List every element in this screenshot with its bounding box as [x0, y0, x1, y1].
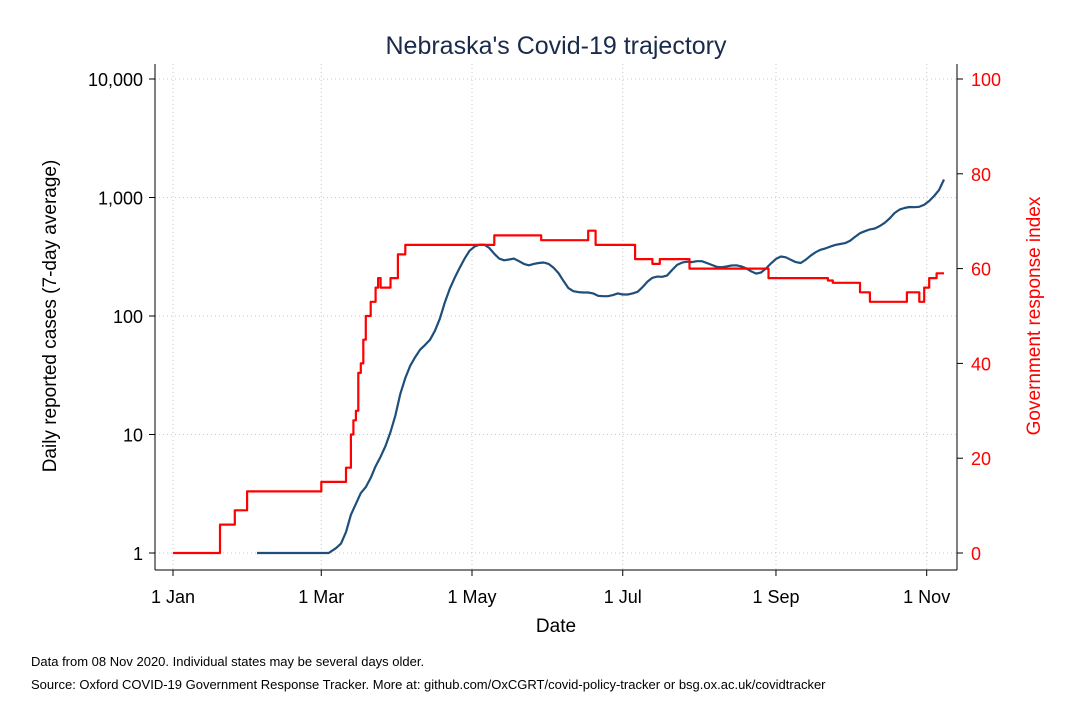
response-index-line	[173, 229, 944, 555]
y-tick-label-left: 100	[113, 307, 143, 327]
x-tick-label: 1 Jan	[151, 587, 195, 607]
y-tick-label-left: 1,000	[98, 189, 143, 209]
y-tick-label-right: 40	[971, 354, 991, 374]
axes: 1 Jan 1 Mar 1 May 1 Jul 1 Sep 1 Nov 1 10 100 1,00…	[88, 70, 1001, 607]
x-axis-label: Date	[536, 616, 576, 637]
x-tick-label: 1 Mar	[298, 587, 344, 607]
y-axis-label-right: Government response index	[1024, 196, 1045, 435]
source-note: Source: Oxford COVID-19 Government Respo…	[31, 677, 826, 692]
cases-line	[257, 179, 945, 555]
chart-title: Nebraska's Covid-19 trajectory	[385, 32, 727, 60]
series-layer	[173, 179, 945, 555]
data-note: Data from 08 Nov 2020. Individual states…	[31, 654, 425, 669]
y-tick-label-left: 1	[133, 544, 143, 564]
x-tick-label: 1 Sep	[752, 587, 799, 607]
y-tick-label-right: 20	[971, 449, 991, 469]
grid	[155, 64, 957, 570]
y-tick-label-left: 10,000	[88, 70, 143, 90]
y-tick-label-right: 80	[971, 165, 991, 185]
x-tick-label: 1 May	[447, 587, 496, 607]
x-tick-label: 1 Jul	[604, 587, 642, 607]
y-axis-label-left: Daily reported cases (7-day average)	[40, 160, 61, 473]
y-tick-label-left: 10	[123, 426, 143, 446]
x-tick-label: 1 Nov	[903, 587, 950, 607]
y-tick-label-right: 0	[971, 544, 981, 564]
y-tick-label-right: 60	[971, 260, 991, 280]
y-tick-label-right: 100	[971, 70, 1001, 90]
